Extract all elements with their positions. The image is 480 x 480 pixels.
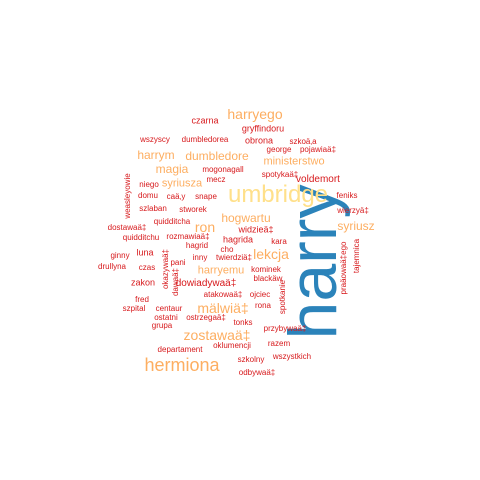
cloud-word: szkolny bbox=[237, 355, 265, 364]
cloud-word: luna bbox=[136, 247, 154, 258]
cloud-word: dumbledorea bbox=[181, 135, 229, 144]
cloud-word: atakowaä‡ bbox=[203, 290, 243, 299]
cloud-word: kominek bbox=[251, 265, 281, 274]
cloud-word: wierzyä‡ bbox=[337, 206, 369, 215]
cloud-word: dowiadywaä‡ bbox=[175, 278, 237, 289]
cloud-word: przybywaä‡ bbox=[263, 324, 307, 333]
cloud-word: ostrzegaä‡ bbox=[186, 313, 226, 322]
cloud-word: czarna bbox=[191, 115, 219, 126]
cloud-word: drullyna bbox=[97, 262, 127, 271]
cloud-word: twierdziä‡ bbox=[215, 253, 253, 262]
cloud-word: spotykaä‡ bbox=[261, 170, 299, 179]
cloud-word: mälwiä‡ bbox=[197, 300, 249, 316]
cloud-word: wszystkich bbox=[272, 352, 312, 361]
cloud-word: magia bbox=[155, 162, 189, 176]
cloud-word: niego bbox=[139, 180, 159, 189]
cloud-word: voldemort bbox=[296, 174, 340, 185]
cloud-word: ministerstwo bbox=[263, 155, 325, 168]
cloud-word: pani bbox=[170, 258, 186, 267]
cloud-word: wszyscy bbox=[140, 135, 170, 144]
cloud-word: lekcja bbox=[253, 246, 289, 262]
cloud-word: oklumencji bbox=[213, 341, 251, 350]
cloud-word: tonks bbox=[233, 318, 253, 327]
cloud-word: zakon bbox=[130, 277, 156, 288]
cloud-word: centaur bbox=[155, 304, 183, 313]
cloud-word: george bbox=[266, 145, 292, 154]
cloud-word: mogonagall bbox=[202, 165, 244, 174]
cloud-word: syriusza bbox=[161, 177, 203, 190]
cloud-word: feniks bbox=[336, 191, 358, 200]
cloud-word: grupa bbox=[151, 321, 173, 330]
cloud-word: stworek bbox=[179, 205, 207, 214]
cloud-word: widzieä‡ bbox=[238, 224, 274, 235]
cloud-word: tajemnica bbox=[352, 238, 361, 274]
cloud-word: kara bbox=[271, 237, 287, 246]
cloud-word: ostatni bbox=[154, 313, 178, 322]
cloud-word: hogwartu bbox=[221, 211, 271, 225]
cloud-word: rozmawiaä‡ bbox=[166, 232, 210, 241]
cloud-word: praäowaä‡ego bbox=[339, 241, 348, 295]
cloud-word: cho bbox=[220, 245, 234, 254]
cloud-word: czas bbox=[138, 263, 156, 272]
cloud-word: mecz bbox=[206, 175, 226, 184]
cloud-word: harryego bbox=[227, 106, 283, 122]
cloud-word: hagrida bbox=[222, 234, 254, 245]
cloud-word: ginny bbox=[110, 251, 130, 260]
cloud-word: umbridge bbox=[227, 181, 329, 208]
cloud-word: caä‚y bbox=[166, 192, 186, 201]
cloud-word: spotkanie bbox=[278, 279, 287, 315]
cloud-word: weasleyowie bbox=[123, 173, 132, 219]
cloud-word: dawaä‡ bbox=[171, 267, 180, 297]
cloud-word: odbywaä‡ bbox=[238, 368, 276, 377]
cloud-word: departament bbox=[157, 345, 203, 354]
cloud-word: gryffindoru bbox=[241, 123, 285, 134]
cloud-word: domu bbox=[137, 191, 159, 200]
cloud-word: ojciec bbox=[249, 290, 271, 299]
cloud-word: fred bbox=[135, 295, 149, 304]
cloud-word: zostawaä‡ bbox=[183, 327, 251, 343]
cloud-word: pojawiaä‡ bbox=[299, 145, 337, 154]
cloud-word: szlaban bbox=[139, 204, 167, 213]
cloud-word: dumbledore bbox=[185, 149, 249, 163]
cloud-word: rona bbox=[254, 301, 272, 310]
cloud-word: szkoä‚a bbox=[289, 137, 317, 146]
cloud-word: blackäw bbox=[253, 274, 283, 283]
cloud-word: dostawaä‡ bbox=[107, 223, 147, 232]
cloud-word: hagrid bbox=[185, 241, 209, 250]
cloud-word: razem bbox=[267, 339, 291, 348]
cloud-word: inny bbox=[192, 253, 208, 262]
cloud-word: obrona bbox=[244, 135, 274, 146]
cloud-word: ron bbox=[194, 219, 216, 235]
cloud-word: hermiona bbox=[144, 355, 220, 375]
cloud-word: quidditchu bbox=[122, 233, 160, 242]
cloud-word: syriusz bbox=[337, 219, 375, 233]
cloud-word: harrym bbox=[137, 148, 175, 162]
cloud-word: snape bbox=[195, 192, 217, 201]
cloud-word: okazywaä‡ bbox=[161, 248, 170, 290]
cloud-word: harryemu bbox=[197, 264, 245, 277]
cloud-word: quidditcha bbox=[153, 217, 191, 226]
cloud-word: szpital bbox=[122, 304, 146, 313]
